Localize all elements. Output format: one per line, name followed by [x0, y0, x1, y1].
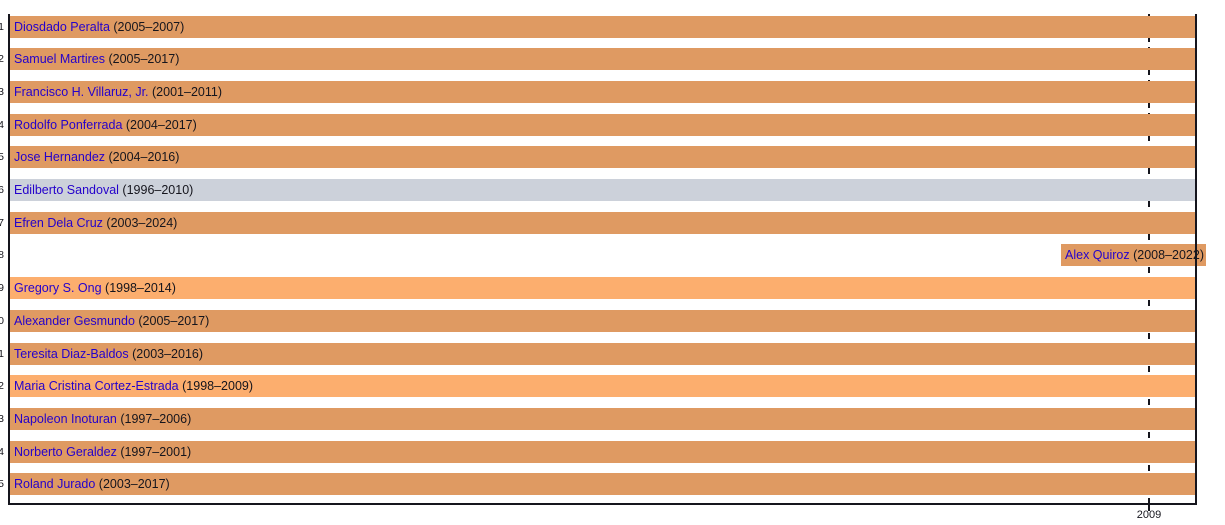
tenure-bar: [10, 375, 1195, 398]
person-link[interactable]: Edilberto Sandoval: [14, 183, 119, 197]
person-link[interactable]: Teresita Diaz-Baldos: [14, 346, 129, 361]
row-number: 3: [0, 85, 4, 98]
tenure-bar: [10, 309, 1195, 332]
chart-left-border: [8, 14, 10, 505]
bar-label: Alex Quiroz (2008–2022): [1065, 244, 1204, 266]
person-link[interactable]: Efren Dela Cruz: [14, 215, 103, 230]
tenure-bar: [10, 440, 1195, 463]
person-link[interactable]: Samuel Martires: [14, 52, 105, 67]
row-number: 12: [0, 380, 4, 393]
tenure-bar: [10, 80, 1195, 103]
person-link[interactable]: Francisco H. Villaruz, Jr.: [14, 84, 149, 99]
tenure-bar: [10, 277, 1195, 300]
tenure-years: (2003–2024): [106, 215, 178, 230]
row-number: 4: [0, 118, 4, 131]
bar-label: Teresita Diaz-Baldos (2003–2016): [14, 343, 203, 365]
tenure-bar: [10, 473, 1195, 496]
bar-label: Napoleon Inoturan (1997–2006): [14, 408, 191, 430]
row-number: 13: [0, 412, 4, 425]
tenure-years: (2003–2017): [98, 477, 170, 492]
bar-label: Diosdado Peralta (2005–2007): [14, 16, 184, 38]
person-link[interactable]: Roland Jurado: [14, 477, 96, 492]
tenure-bar: [10, 15, 1195, 38]
row-number: 8: [0, 249, 4, 262]
chart-right-border: [1195, 14, 1197, 505]
person-link[interactable]: Rodolfo Ponferrada: [14, 117, 123, 132]
person-link[interactable]: Gregory S. Ong: [14, 281, 102, 296]
tenure-years: (2008–2022): [1133, 248, 1204, 263]
bar-label: Efren Dela Cruz (2003–2024): [14, 212, 177, 234]
row-number: 2: [0, 53, 4, 66]
tenure-years: (1997–2006): [120, 411, 192, 426]
person-link[interactable]: Napoleon Inoturan: [14, 411, 117, 426]
bar-label: Jose Hernandez (2004–2016): [14, 146, 179, 168]
row-number: 5: [0, 151, 4, 164]
tenure-years: (2004–2017): [125, 117, 197, 132]
tenure-years: (2001–2011): [152, 84, 222, 99]
bar-label: Norberto Geraldez (1997–2001): [14, 441, 191, 463]
row-number: 7: [0, 216, 4, 229]
row-number: 1: [0, 20, 4, 33]
row-number: 10: [0, 314, 4, 327]
tenure-bar: [10, 342, 1195, 365]
tenure-bar: [10, 48, 1195, 71]
tenure-bar: [1061, 244, 1206, 267]
tenure-years: (1996–2010): [122, 183, 194, 197]
tenure-years: (2003–2016): [132, 346, 204, 361]
bar-label: Francisco H. Villaruz, Jr. (2001–2011): [14, 81, 222, 103]
person-link[interactable]: Norberto Geraldez: [14, 444, 117, 459]
tenure-bar: [10, 113, 1195, 136]
bar-label: Maria Cristina Cortez-Estrada (1998–2009…: [14, 375, 253, 397]
row-number: 14: [0, 445, 4, 458]
bar-label: Roland Jurado (2003–2017): [14, 473, 170, 495]
bar-label: Edilberto Sandoval (1996–2010): [14, 179, 193, 201]
tenure-bar: [10, 211, 1195, 234]
tenure-years: (2004–2016): [108, 150, 180, 165]
chart-bottom-border: [8, 503, 1197, 505]
bar-label: Alexander Gesmundo (2005–2017): [14, 310, 209, 332]
tenure-years: (1997–2001): [120, 444, 192, 459]
person-link[interactable]: Maria Cristina Cortez-Estrada: [14, 379, 179, 394]
tenure-years: (2005–2017): [138, 313, 210, 328]
person-link[interactable]: Alexander Gesmundo: [14, 313, 135, 328]
tenure-years: (2005–2017): [108, 52, 180, 67]
tenure-years: (2005–2007): [113, 19, 185, 34]
row-number: 6: [0, 184, 4, 196]
bar-label: Samuel Martires (2005–2017): [14, 48, 179, 70]
tenure-years: (1998–2009): [182, 379, 254, 394]
axis-tick-label: 2009: [1136, 509, 1162, 521]
person-link[interactable]: Jose Hernandez: [14, 150, 106, 165]
row-number: 11: [0, 347, 4, 360]
tenure-bar: [10, 146, 1195, 169]
tenure-years: (1998–2014): [105, 281, 176, 296]
bar-label: Rodolfo Ponferrada (2004–2017): [14, 114, 197, 136]
person-link[interactable]: Alex Quiroz: [1065, 248, 1130, 263]
row-number: 15: [0, 478, 4, 491]
person-link[interactable]: Diosdado Peralta: [14, 19, 110, 34]
row-number: 9: [0, 282, 4, 295]
axis-tick-2009: [1148, 503, 1150, 511]
bar-label: Gregory S. Ong (1998–2014): [14, 277, 176, 299]
tenure-bar: [10, 407, 1195, 430]
tenure-bar: [10, 179, 1195, 201]
